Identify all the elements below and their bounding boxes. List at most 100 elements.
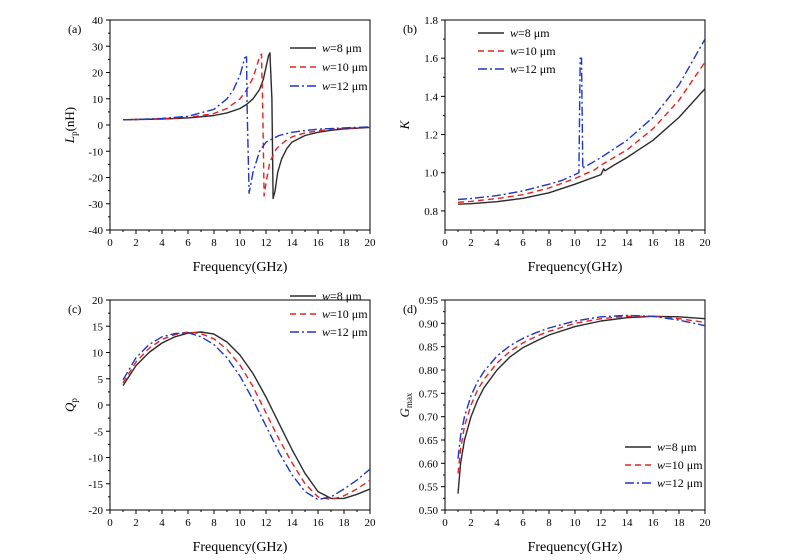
panel-label: (c) bbox=[68, 302, 81, 316]
legend-label-var: w bbox=[657, 440, 665, 454]
y-tick-label: 30 bbox=[92, 41, 104, 53]
x-tick-label: 6 bbox=[185, 517, 191, 529]
series-line-w8 bbox=[122, 331, 370, 500]
y-tick-label: -10 bbox=[88, 453, 103, 465]
x-tick-label: 0 bbox=[442, 517, 448, 529]
legend-label-var: w bbox=[322, 307, 330, 321]
y-axis-label-unit: (nH) bbox=[62, 107, 77, 132]
x-tick-label: 20 bbox=[365, 517, 377, 529]
legend-label-value: =8 μm bbox=[330, 289, 362, 303]
y-tick-label: -20 bbox=[88, 505, 103, 517]
y-tick-label: 15 bbox=[92, 321, 104, 333]
y-tick-label: 20 bbox=[92, 295, 104, 307]
x-tick-label: 14 bbox=[622, 517, 634, 529]
x-tick-label: 18 bbox=[339, 237, 351, 249]
y-tick-label: 0.50 bbox=[419, 505, 439, 517]
legend-label-var: w bbox=[510, 44, 518, 58]
y-tick-label: 0 bbox=[98, 120, 104, 132]
panel-a: 0 2 4 6 8 10 12 14 16 18 20 -40 -30 -20 -10 0 10 20 30 40 (a… bbox=[62, 15, 376, 275]
legend-label-var: w bbox=[510, 26, 518, 40]
x-tick-label: 0 bbox=[107, 517, 113, 529]
y-tick-label: 1.8 bbox=[424, 15, 438, 27]
legend-label-value: =12 μm bbox=[518, 62, 556, 76]
x-tick-label: 4 bbox=[494, 237, 500, 249]
panel-c: 0 2 4 6 8 10 12 14 16 18 20 -20 -15 -10 -5 0 5 10 15 20 (c) F… bbox=[62, 289, 376, 555]
y-tick-label: 0.65 bbox=[419, 435, 439, 447]
y-tick-label: 5 bbox=[98, 374, 104, 386]
legend: w=8 μmw=10 μmw=12 μm bbox=[478, 26, 556, 76]
y-tick-label: 1.0 bbox=[424, 168, 438, 180]
x-tick-label: 14 bbox=[622, 237, 634, 249]
y-axis-label: Gmax bbox=[397, 392, 414, 417]
x-tick-label: 2 bbox=[468, 517, 474, 529]
series-line-w12 bbox=[122, 56, 370, 195]
x-tick-label: 10 bbox=[570, 237, 582, 249]
x-tick-label: 8 bbox=[211, 517, 217, 529]
x-tick-label: 18 bbox=[674, 237, 686, 249]
series-line-w8 bbox=[457, 88, 705, 205]
y-axis-label: Lp(nH) bbox=[62, 107, 79, 144]
y-tick-label: 0.75 bbox=[419, 388, 439, 400]
x-tick-label: 14 bbox=[287, 237, 299, 249]
x-tick-label: 12 bbox=[596, 237, 607, 249]
legend-label-var: w bbox=[657, 458, 665, 472]
legend-label: w=10 μm bbox=[322, 307, 368, 321]
x-axis-label: Frequency(GHz) bbox=[528, 260, 623, 275]
y-tick-label: 0.8 bbox=[424, 206, 438, 218]
legend-label-value: =10 μm bbox=[518, 44, 556, 58]
y-tick-label: 0.70 bbox=[419, 412, 439, 424]
series-line-w10 bbox=[122, 331, 370, 501]
legend-label-var: w bbox=[322, 41, 330, 55]
legend-label-var: w bbox=[510, 62, 518, 76]
panel-label: (b) bbox=[403, 22, 417, 36]
y-tick-label: 0.60 bbox=[419, 458, 439, 470]
y-tick-label: -20 bbox=[88, 173, 103, 185]
x-tick-label: 20 bbox=[365, 237, 377, 249]
series-line-w12 bbox=[122, 331, 370, 501]
y-tick-label: 1.4 bbox=[424, 91, 438, 103]
y-axis-label-main: K bbox=[397, 119, 412, 130]
x-tick-label: 20 bbox=[700, 517, 712, 529]
y-axis-label-main: L bbox=[62, 136, 77, 144]
y-tick-label: 10 bbox=[92, 348, 104, 360]
x-tick-label: 6 bbox=[185, 237, 191, 249]
x-tick-label: 10 bbox=[235, 517, 247, 529]
legend-label-value: =10 μm bbox=[330, 307, 368, 321]
y-tick-label: 0.55 bbox=[419, 482, 439, 494]
x-tick-label: 12 bbox=[261, 237, 272, 249]
x-tick-label: 8 bbox=[546, 517, 552, 529]
x-tick-label: 8 bbox=[546, 237, 552, 249]
y-tick-label: 0.85 bbox=[419, 342, 439, 354]
legend-label: w=12 μm bbox=[322, 325, 368, 339]
legend-label-var: w bbox=[322, 79, 330, 93]
x-tick-label: 10 bbox=[235, 237, 247, 249]
x-tick-label: 14 bbox=[287, 517, 299, 529]
legend-label-value: =8 μm bbox=[330, 41, 362, 55]
legend-label: w=12 μm bbox=[322, 79, 368, 93]
x-axis-label: Frequency(GHz) bbox=[528, 540, 623, 555]
series-line-w8 bbox=[457, 315, 705, 494]
x-tick-label: 16 bbox=[648, 237, 660, 249]
x-tick-label: 10 bbox=[570, 517, 582, 529]
x-axis-label: Frequency(GHz) bbox=[193, 540, 288, 555]
series-line-w12 bbox=[457, 314, 705, 459]
x-tick-label: 12 bbox=[261, 517, 272, 529]
legend-label: w=10 μm bbox=[322, 60, 368, 74]
y-axis-label-subscript: max bbox=[404, 392, 414, 408]
y-axis-label: Qp bbox=[62, 398, 79, 412]
x-tick-label: 6 bbox=[520, 237, 526, 249]
legend: w=8 μmw=10 μmw=12 μm bbox=[625, 440, 703, 490]
x-tick-label: 8 bbox=[211, 237, 217, 249]
x-tick-label: 4 bbox=[159, 237, 165, 249]
legend-label: w=12 μm bbox=[657, 476, 703, 490]
y-tick-label: -10 bbox=[88, 146, 103, 158]
panel-d: 0 2 4 6 8 10 12 14 16 18 20 0.50 0.55 0.60 0.65 0.70 0.7… bbox=[397, 295, 711, 555]
x-tick-label: 20 bbox=[700, 237, 712, 249]
y-axis-label-subscript: p bbox=[69, 131, 79, 136]
y-tick-label: -40 bbox=[88, 225, 103, 237]
y-tick-label: 0.80 bbox=[419, 365, 439, 377]
legend: w=8 μm w=10 μm w=12 μm bbox=[290, 289, 368, 339]
y-axis-label-main: G bbox=[397, 407, 412, 417]
y-tick-label: -5 bbox=[94, 426, 104, 438]
